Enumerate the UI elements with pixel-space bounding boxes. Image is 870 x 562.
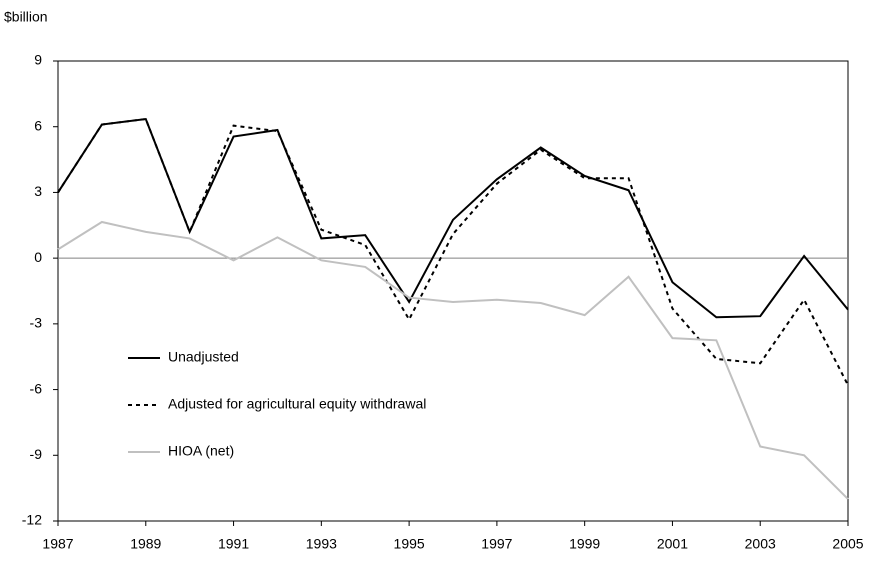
x-tick-label: 2001 (657, 536, 688, 552)
y-tick-label: -12 (22, 512, 42, 528)
y-tick-label: 9 (34, 52, 42, 68)
x-tick-label: 1987 (42, 536, 73, 552)
x-tick-label: 1999 (569, 536, 600, 552)
x-tick-label: 1993 (306, 536, 337, 552)
plot-frame (57, 60, 849, 522)
y-tick-label: 0 (34, 249, 42, 265)
y-tick-label: 3 (34, 183, 42, 199)
y-tick-label: -9 (30, 446, 43, 462)
y-axis-label: $billion (4, 9, 48, 25)
x-tick-label: 1991 (218, 536, 249, 552)
y-tick-label: 6 (34, 117, 42, 133)
y-tick-label: -6 (30, 380, 43, 396)
x-tick-label: 1995 (394, 536, 425, 552)
x-tick-label: 2003 (745, 536, 776, 552)
x-tick-label: 1997 (481, 536, 512, 552)
legend-label: HIOA (net) (168, 443, 234, 459)
legend-label: Unadjusted (168, 349, 239, 365)
x-tick-label: 1989 (130, 536, 161, 552)
series-line (57, 220, 849, 500)
legend-label: Adjusted for agricultural equity withdra… (168, 396, 426, 412)
y-tick-label: -3 (30, 315, 43, 331)
x-tick-label: 2005 (832, 536, 863, 552)
series-line (57, 117, 849, 386)
series-line (57, 117, 849, 319)
